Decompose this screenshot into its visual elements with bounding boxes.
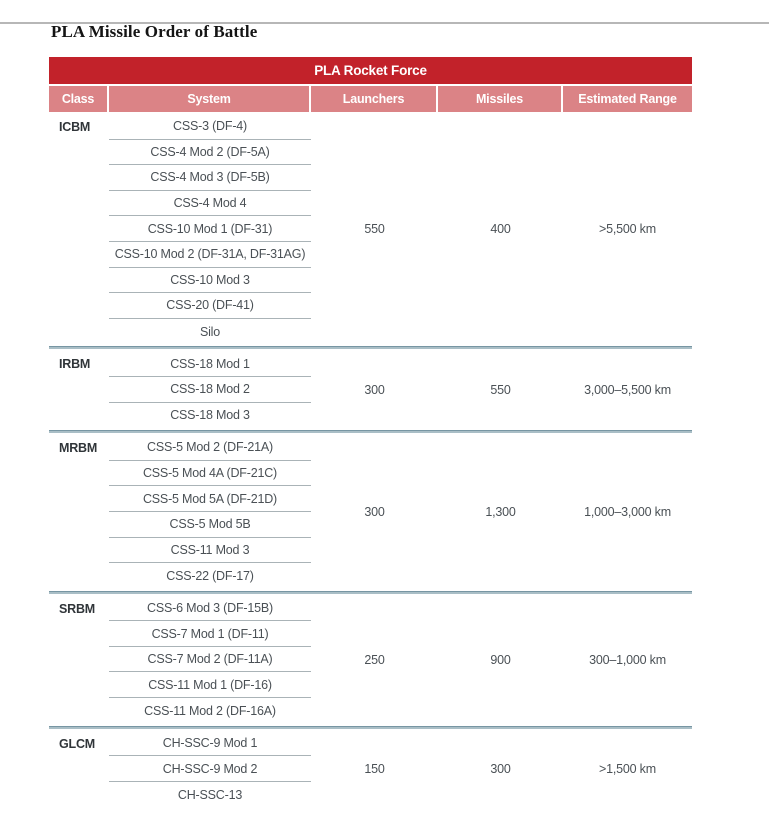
missiles-value: 400 xyxy=(490,222,511,237)
table-body: ICBM CSS-3 (DF-4) CSS-4 Mod 2 (DF-5A) CSS-4… xyxy=(49,114,692,807)
missile-order-of-battle-table: PLA Rocket Force Class System Launchers Mis… xyxy=(49,57,692,807)
section-divider xyxy=(49,346,692,350)
class-label: ICBM xyxy=(59,120,91,134)
system-column: CSS-3 (DF-4) CSS-4 Mod 2 (DF-5A) CSS-4 Mod… xyxy=(109,114,311,344)
column-header-system: System xyxy=(109,86,311,112)
launchers-value: 300 xyxy=(364,504,385,519)
launchers-value: 250 xyxy=(364,652,385,667)
estimated-range-value: 3,000–5,500 km xyxy=(584,382,671,397)
launchers-value: 150 xyxy=(364,762,385,777)
system-row: CSS-5 Mod 2 (DF-21A) xyxy=(109,435,311,461)
page-title: PLA Missile Order of Battle xyxy=(51,22,258,41)
estimated-range-value: 1,000–3,000 km xyxy=(584,504,671,519)
system-row: CSS-22 (DF-17) xyxy=(166,568,254,583)
section-divider xyxy=(49,430,692,434)
launchers-value: 300 xyxy=(364,382,385,397)
system-row: CH-SSC-13 xyxy=(177,787,243,802)
system-row: CSS-4 Mod 4 xyxy=(109,191,311,217)
system-row: CH-SSC-9 Mod 2 xyxy=(109,756,311,782)
missiles-value: 300 xyxy=(490,762,511,777)
system-row: CSS-7 Mod 1 (DF-11) xyxy=(109,621,311,647)
system-row: CSS-10 Mod 3 xyxy=(109,268,311,294)
launchers-value: 550 xyxy=(364,222,385,237)
estimated-range-value: >5,500 km xyxy=(599,222,656,237)
section-divider xyxy=(49,590,692,594)
section-irbm: IRBM CSS-18 Mod 1 CSS-18 Mod 2 CSS-18 Mod 3… xyxy=(49,351,692,428)
estimated-range-value: >1,500 km xyxy=(599,762,656,777)
column-header-row: Class System Launchers Missiles Estimated Ra… xyxy=(49,86,692,112)
system-row: CSS-18 Mod 1 xyxy=(109,351,311,377)
table-title-text: PLA Rocket Force xyxy=(314,63,427,78)
system-row: CSS-4 Mod 3 (DF-5B) xyxy=(109,165,311,191)
system-row: CSS-18 Mod 2 xyxy=(109,377,311,403)
class-label: SRBM xyxy=(59,601,96,616)
system-row: Silo xyxy=(199,324,221,339)
system-row: CSS-20 (DF-41) xyxy=(109,293,311,319)
system-row: CSS-11 Mod 2 (DF-16A) xyxy=(144,703,276,718)
section-divider xyxy=(49,725,692,729)
system-column: CSS-6 Mod 3 (DF-15B) CSS-7 Mod 1 (DF-11) C… xyxy=(109,596,311,724)
system-row: CSS-7 Mod 2 (DF-11A) xyxy=(109,647,311,673)
missiles-value: 1,300 xyxy=(485,504,516,519)
missiles-value: 900 xyxy=(490,652,511,667)
section-srbm: SRBM CSS-6 Mod 3 (DF-15B) CSS-7 Mod 1 (DF-… xyxy=(49,596,692,724)
system-row: CSS-5 Mod 5A (DF-21D) xyxy=(109,486,311,512)
class-label: MRBM xyxy=(59,441,98,456)
system-row: CSS-11 Mod 3 xyxy=(109,538,311,564)
section-mrbm: MRBM CSS-5 Mod 2 (DF-21A) CSS-5 Mod 4A (DF… xyxy=(49,435,692,589)
page-top-rule xyxy=(0,22,769,24)
class-label: IRBM xyxy=(59,357,91,372)
system-column: CSS-5 Mod 2 (DF-21A) CSS-5 Mod 4A (DF-21C… xyxy=(109,435,311,589)
system-row: CSS-6 Mod 3 (DF-15B) xyxy=(109,596,311,622)
system-row: CH-SSC-9 Mod 1 xyxy=(109,731,311,757)
system-row: CSS-10 Mod 2 (DF-31A, DF-31AG) xyxy=(109,242,311,268)
system-row: CSS-18 Mod 3 xyxy=(170,408,250,423)
column-header-class: Class xyxy=(49,86,109,112)
system-row: CSS-11 Mod 1 (DF-16) xyxy=(109,672,311,699)
system-row: CSS-10 Mod 1 (DF-31) xyxy=(109,216,311,242)
estimated-range-value: 300–1,000 km xyxy=(589,652,666,667)
class-label: GLCM xyxy=(59,736,95,751)
missiles-value: 550 xyxy=(490,382,511,397)
system-row: CSS-5 Mod 5B xyxy=(109,512,311,538)
system-column: CSS-18 Mod 1 CSS-18 Mod 2 CSS-18 Mod 3 xyxy=(109,351,311,428)
system-row: CSS-5 Mod 4A (DF-21C) xyxy=(109,461,311,487)
column-header-estimated-range: Estimated Range xyxy=(563,86,692,112)
section-glcm: GLCM CH-SSC-9 Mod 1 CH-SSC-9 Mod 2 CH-SSC-1… xyxy=(49,731,692,808)
column-header-launchers: Launchers xyxy=(311,86,438,112)
section-icbm: ICBM CSS-3 (DF-4) CSS-4 Mod 2 (DF-5A) CSS-4… xyxy=(49,114,692,344)
system-column: CH-SSC-9 Mod 1 CH-SSC-9 Mod 2 CH-SSC-13 xyxy=(109,731,311,808)
column-header-missiles: Missiles xyxy=(438,86,563,112)
table-title-bar: PLA Rocket Force xyxy=(49,57,692,84)
system-row: CSS-3 (DF-4) xyxy=(109,114,311,140)
system-row: CSS-4 Mod 2 (DF-5A) xyxy=(109,140,311,166)
